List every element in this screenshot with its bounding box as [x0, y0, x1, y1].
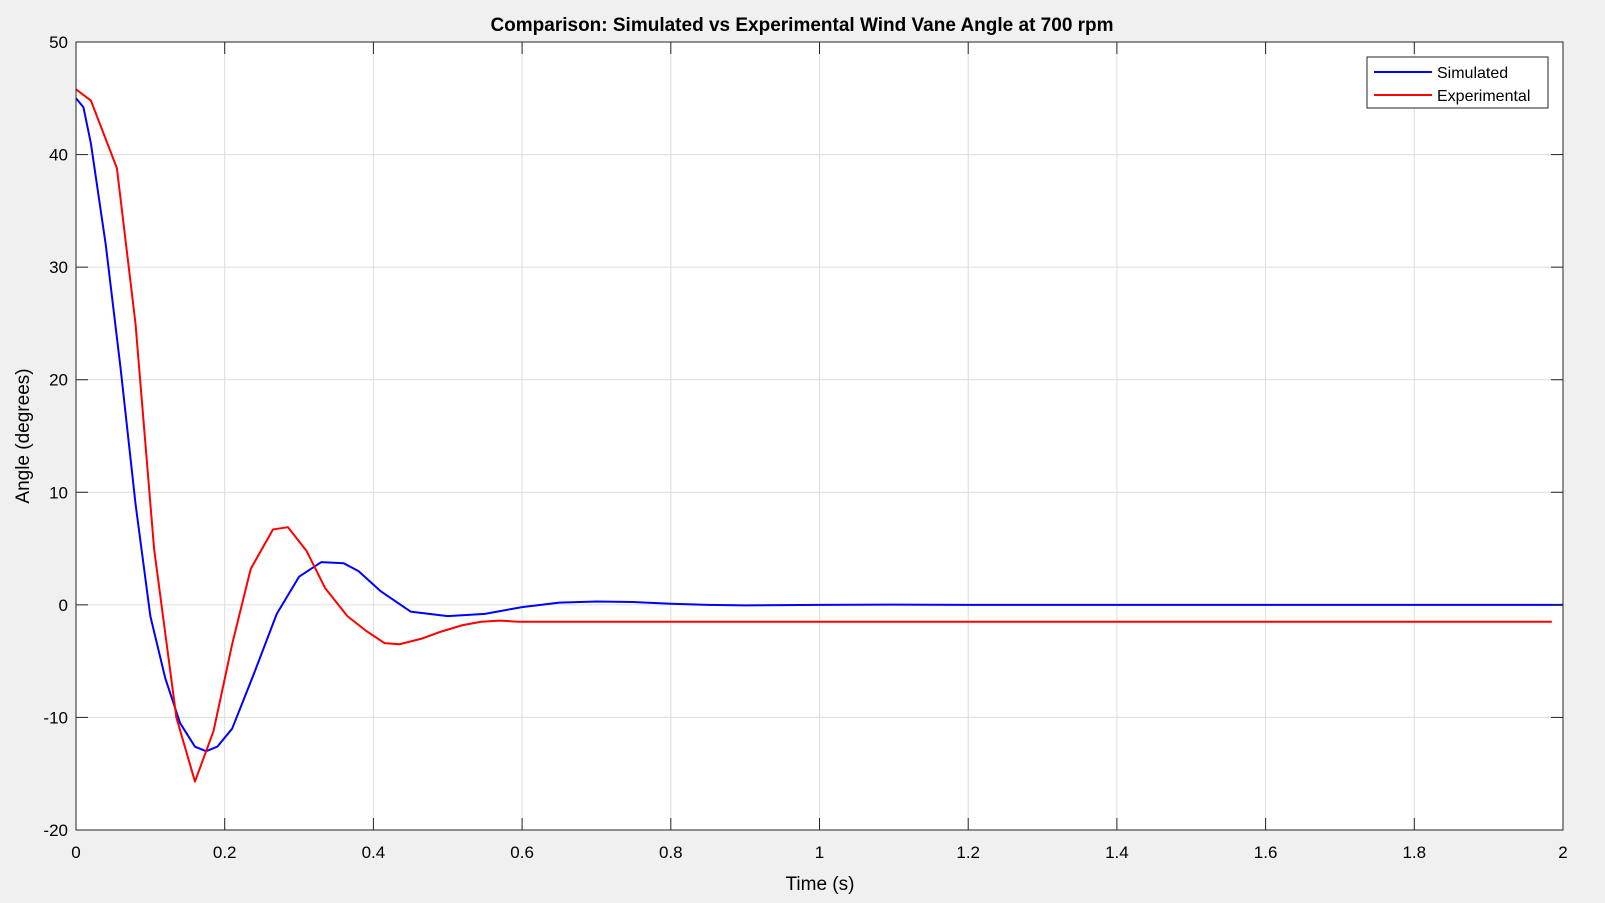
x-tick-label: 2	[1558, 843, 1567, 862]
x-tick-label: 1.6	[1254, 843, 1278, 862]
x-axis-label: Time (s)	[786, 874, 855, 895]
y-tick-label: 40	[49, 146, 68, 165]
x-tick-label: 0.4	[362, 843, 386, 862]
ticks	[75, 41, 1564, 831]
x-tick-label: 1.4	[1105, 843, 1129, 862]
legend-box	[1366, 56, 1549, 109]
x-tick-labels: 0 0.2 0.4 0.6 0.8 1 1.2 1.4 1.6 1.8 2	[71, 843, 1567, 862]
y-tick-label: 50	[49, 33, 68, 52]
legend-label-simulated: Simulated	[1437, 65, 1508, 82]
x-tick-label: 1.8	[1402, 843, 1426, 862]
legend: Simulated Experimental	[1366, 56, 1549, 109]
x-tick-label: 0	[71, 843, 80, 862]
chart-title: Comparison: Simulated vs Experimental Wi…	[490, 15, 1113, 36]
series-layer	[75, 88, 1563, 783]
y-tick-label: -10	[43, 708, 68, 727]
y-tick-label: 0	[59, 596, 68, 615]
y-tick-label: 20	[49, 371, 68, 390]
x-tick-label: 1	[815, 843, 824, 862]
x-tick-label: 1.2	[956, 843, 980, 862]
legend-label-experimental: Experimental	[1437, 88, 1530, 105]
series-line-simulated	[75, 97, 1563, 753]
y-tick-labels: -20 -10 0 10 20 30 40 50	[43, 33, 68, 840]
x-tick-label: 0.6	[510, 843, 534, 862]
y-axis-label: Angle (degrees)	[13, 368, 34, 503]
y-tick-label: 30	[49, 258, 68, 277]
x-tick-label: 0.8	[659, 843, 683, 862]
x-tick-label: 0.2	[213, 843, 237, 862]
series-line-experimental	[75, 88, 1552, 783]
y-tick-label: 10	[49, 483, 68, 502]
y-tick-label: -20	[43, 821, 68, 840]
